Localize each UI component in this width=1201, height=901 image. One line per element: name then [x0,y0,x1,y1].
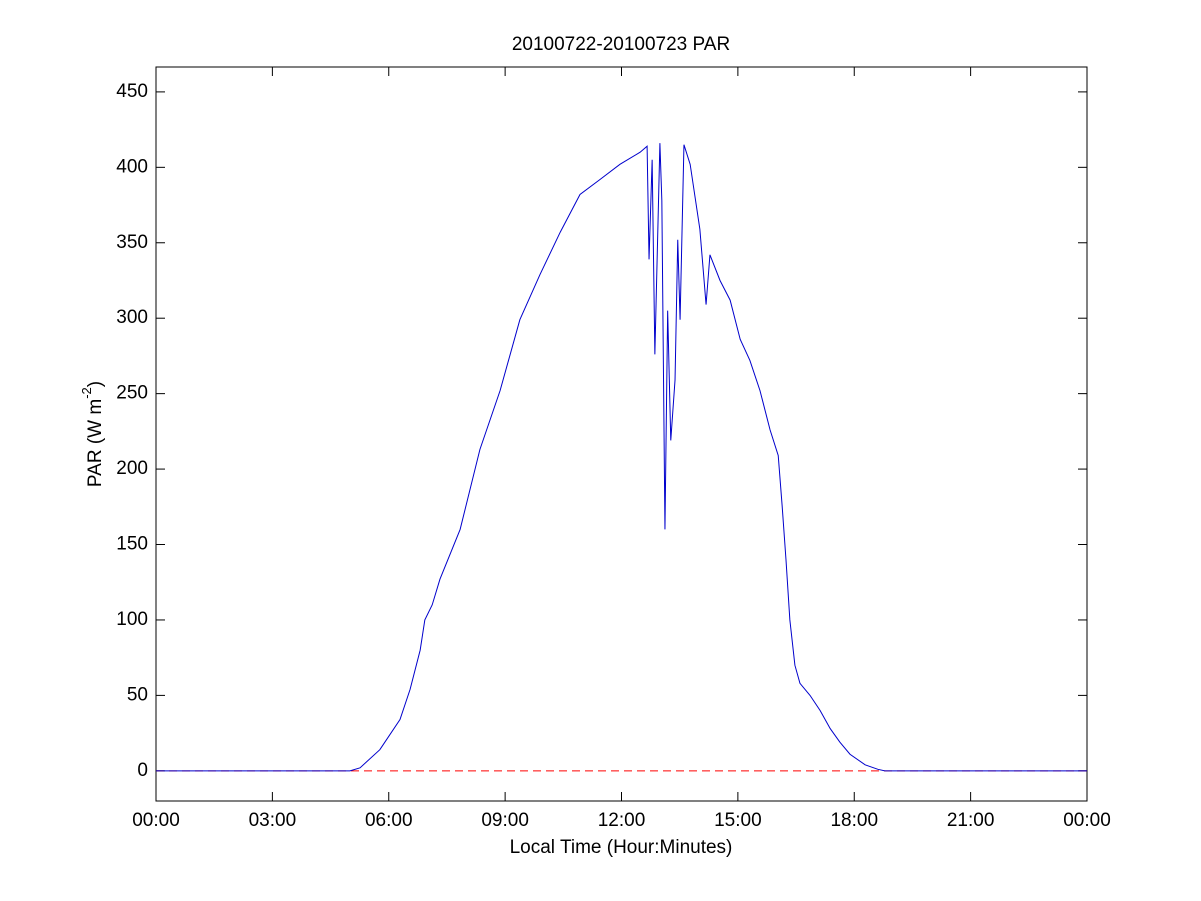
y-tick-label: 200 [116,458,148,479]
x-tick-label: 00:00 [132,810,180,831]
y-tick-label: 50 [127,684,148,705]
plot-area [155,66,1088,802]
y-label-sup: -2 [79,387,94,399]
x-tick-label: 15:00 [714,810,762,831]
x-tick-label: 09:00 [481,810,529,831]
y-tick-label: 400 [116,156,148,177]
data-line [156,143,1087,772]
x-tick-label: 21:00 [947,810,995,831]
x-tick-label: 00:00 [1063,810,1111,831]
y-label-text: PAR (W m [85,399,106,487]
y-tick-label: 300 [116,307,148,328]
y-tick-label: 450 [116,81,148,102]
chart-title: 20100722-20100723 PAR [512,34,730,55]
y-axis-label: PAR (W m-2) [79,381,106,487]
y-tick-label: 150 [116,534,148,555]
x-tick-label: 18:00 [830,810,878,831]
y-tick-label: 100 [116,609,148,630]
y-tick-label: 0 [137,760,148,781]
x-tick-label: 12:00 [598,810,646,831]
y-tick-label: 350 [116,232,148,253]
y-tick-label: 250 [116,383,148,404]
x-tick-label: 06:00 [365,810,413,831]
y-label-end: ) [85,381,106,387]
x-tick-label: 03:00 [249,810,297,831]
x-axis-label: Local Time (Hour:Minutes) [510,837,733,858]
